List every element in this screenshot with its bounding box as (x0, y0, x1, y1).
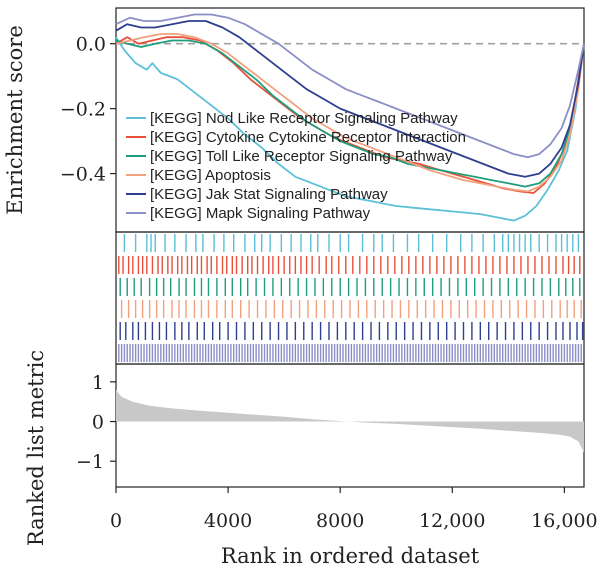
enrichment-curve-2 (115, 36, 585, 194)
legend-label-1: [KEGG] Nod Like Receptor Signaling Pathw… (150, 110, 458, 127)
x-tick-label: 4000 (204, 510, 252, 532)
x-tick-label: 16,000 (531, 510, 597, 532)
x-tick-label: 12,000 (419, 510, 485, 532)
legend-label-2: [KEGG] Cytokine Cytokine Receptor Intera… (150, 129, 466, 146)
x-axis-label: Rank in ordered dataset (221, 544, 480, 568)
legend-label-3: [KEGG] Toll Like Receptor Signaling Path… (150, 148, 453, 165)
hit-row-3 (119, 278, 581, 296)
enrichment-curve-1 (115, 36, 585, 222)
hit-row-1 (123, 234, 580, 252)
metric-y-tick-label: 0 (92, 412, 104, 434)
metric-y-tick-label: 1 (92, 372, 104, 394)
enrichment-curve-6 (115, 13, 585, 159)
enrichment-y-tick-label: 0.0 (76, 34, 106, 56)
hit-row-4 (120, 300, 582, 318)
enrichment-y-tick-label: −0.4 (60, 164, 106, 186)
hit-ticks (118, 234, 584, 362)
enrichment-curve-4 (115, 33, 585, 193)
enrichment-curve-5 (115, 20, 585, 178)
enrichment-curves (115, 13, 585, 222)
legend: [KEGG] Nod Like Receptor Signaling Pathw… (126, 110, 466, 222)
ranked-metric-fill (116, 389, 584, 453)
legend-label-6: [KEGG] Mapk Signaling Pathway (150, 205, 371, 222)
x-tick-label: 8000 (316, 510, 364, 532)
metric-y-axis-label: Ranked list metric (24, 350, 48, 546)
axes: 0.0 −0.2 −0.4 1 0 −1 0 4000 8000 12,000 16,000 (60, 34, 598, 532)
hit-row-6 (118, 344, 582, 362)
legend-label-4: [KEGG] Apoptosis (150, 167, 271, 184)
enrichment-y-tick-label: −0.2 (60, 99, 106, 121)
hit-row-5 (119, 322, 584, 340)
ranked-metric-area (116, 389, 584, 453)
hit-row-2 (118, 256, 581, 274)
legend-label-5: [KEGG] Jak Stat Signaling Pathway (150, 186, 388, 203)
x-tick-label: 0 (110, 510, 122, 532)
enrichment-curve-3 (115, 39, 585, 188)
enrichment-y-axis-label: Enrichment score (3, 25, 27, 215)
metric-y-tick-label: −1 (76, 451, 104, 473)
